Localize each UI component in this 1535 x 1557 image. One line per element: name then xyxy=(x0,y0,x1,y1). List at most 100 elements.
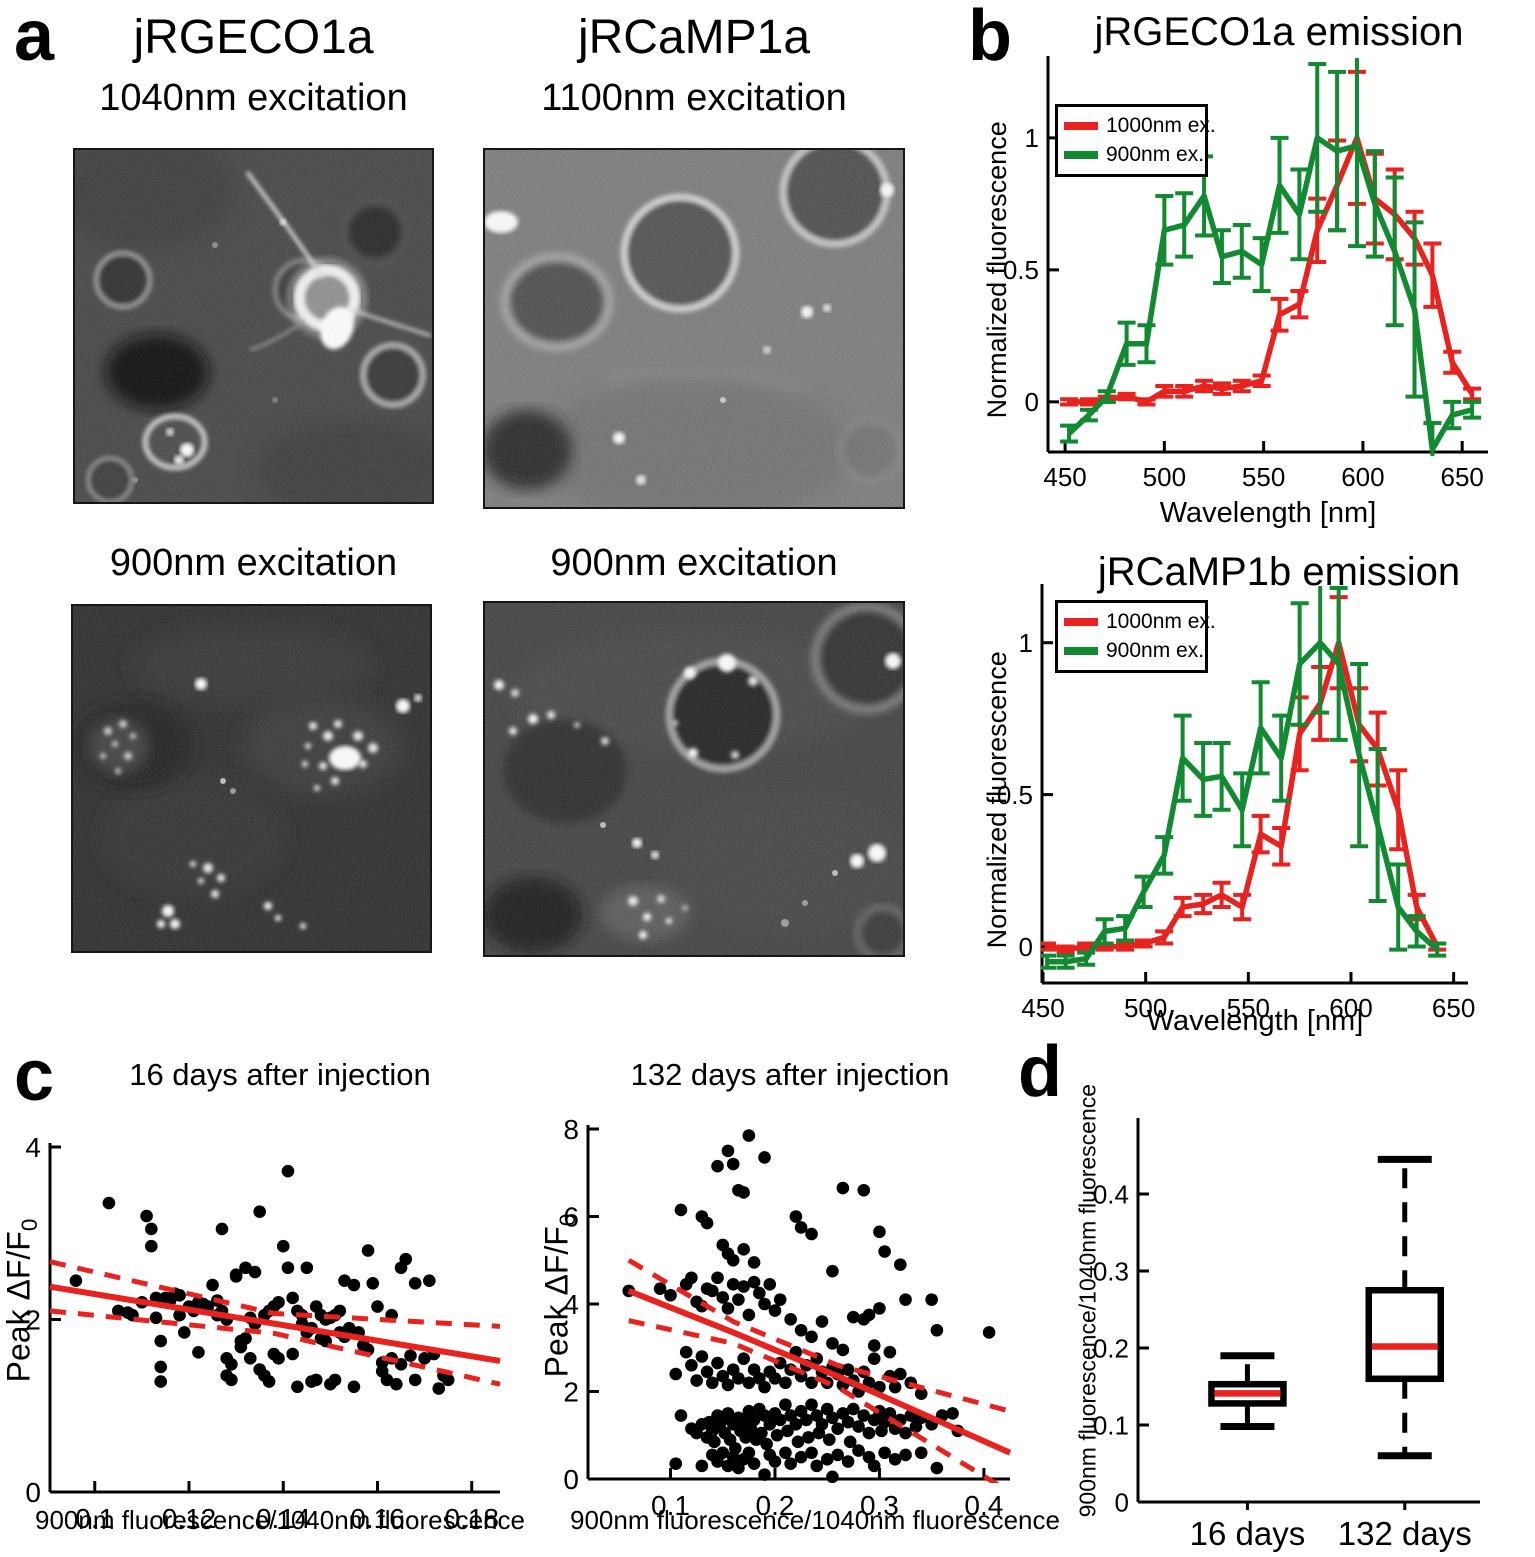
svg-text:0.1: 0.1 xyxy=(1093,1410,1129,1440)
chart-title-jrgeco1a-emission: jRGECO1a emission xyxy=(1094,10,1464,54)
chart-title-jrcamp1b-emission: jRCaMP1b emission xyxy=(1097,550,1461,594)
svg-text:1: 1 xyxy=(1025,123,1039,153)
axis xyxy=(1136,1118,1480,1510)
svg-text:0.2: 0.2 xyxy=(756,1490,795,1521)
svg-text:0: 0 xyxy=(563,1464,579,1495)
tick-labels: 0 0.1 0.2 0.3 0.4 16 days 132 days xyxy=(1093,1179,1472,1552)
subtitle-900nm-excitation-right: 900nm excitation xyxy=(550,542,838,584)
y-axis-label-ratio-boxplot: 900nm fluorescence/1040nm fluorescence xyxy=(1074,1083,1101,1518)
svg-text:2: 2 xyxy=(563,1377,579,1408)
svg-text:0.16: 0.16 xyxy=(350,1503,405,1534)
svg-text:8: 8 xyxy=(563,1114,579,1145)
micrograph-jrgeco1a-900nm xyxy=(71,604,432,953)
svg-text:0.2: 0.2 xyxy=(1093,1333,1129,1363)
y-axis-label-normalized-fluorescence-2: Normalized fluorescence xyxy=(982,651,1013,949)
legend-item-900nm: 900nm ex. xyxy=(1064,143,1204,167)
micrograph-jrcamp1a-1100nm xyxy=(483,148,905,509)
legend-label-900nm: 900nm ex. xyxy=(1106,143,1205,167)
y-label-main-2: Peak ΔF/F xyxy=(538,1226,575,1378)
svg-text:0: 0 xyxy=(25,1477,41,1508)
micrograph-jrcamp1a-900nm xyxy=(483,601,905,957)
svg-text:6: 6 xyxy=(563,1202,579,1233)
column-title-jrgeco1a: jRGECO1a xyxy=(133,11,374,64)
legend-label-1000nm: 1000nm ex. xyxy=(1106,113,1216,137)
svg-text:0: 0 xyxy=(1019,932,1033,962)
emission-chart-jrcamp1b: 450 500 550 600 650 0 0.5 1 xyxy=(997,584,1475,1023)
panel-letter-b: b xyxy=(968,0,1012,76)
subtitle-900nm-excitation-left: 900nm excitation xyxy=(109,542,398,584)
svg-text:0.3: 0.3 xyxy=(1093,1256,1129,1286)
scatter-title-132-days: 132 days after injection xyxy=(630,1057,950,1092)
scatter-chart-132-days: 0.1 0.2 0.3 0.4 0 2 4 6 8 xyxy=(563,1114,1012,1521)
axis xyxy=(1046,56,1488,454)
legend-label-1000nm-2: 1000nm ex. xyxy=(1106,609,1216,633)
legend-item-1000nm: 1000nm ex. xyxy=(1064,114,1216,138)
x-axis-label-ratio-2: 900nm fluorescence/1040nm fluorescence xyxy=(570,1505,1060,1535)
tick-labels: 0.1 0.12 0.14 0.16 0.18 0 2 4 xyxy=(25,1132,499,1534)
svg-text:0.12: 0.12 xyxy=(162,1503,217,1534)
svg-text:650: 650 xyxy=(1440,462,1483,492)
series-900nm-ex- xyxy=(1041,586,1447,970)
emission-chart-jrgeco1a: 450 500 550 600 650 0 0.5 1 xyxy=(1003,56,1488,492)
y-label-sub-1: 0 xyxy=(16,1218,42,1232)
scatter-chart-16-days: 0.1 0.12 0.14 0.16 0.18 0 2 4 xyxy=(25,1132,501,1534)
svg-text:0.4: 0.4 xyxy=(964,1490,1003,1521)
boxplot-chart-ratio: 0 0.1 0.2 0.3 0.4 16 days 132 days xyxy=(1093,1118,1480,1552)
axis xyxy=(48,1143,500,1494)
legend-item-900nm-2: 900nm ex. xyxy=(1064,639,1204,663)
svg-text:600: 600 xyxy=(1329,993,1372,1023)
tick-labels: 450 500 550 600 650 0 0.5 1 xyxy=(997,628,1475,1023)
svg-text:132 days: 132 days xyxy=(1338,1515,1472,1552)
svg-text:0.1: 0.1 xyxy=(75,1503,114,1534)
svg-text:1: 1 xyxy=(1019,628,1033,658)
svg-text:500: 500 xyxy=(1143,462,1186,492)
regression-lines xyxy=(49,1259,501,1387)
axis xyxy=(586,1125,1010,1481)
legend-swatch-green-icon xyxy=(1064,647,1098,656)
panel-letter-c: c xyxy=(14,1036,55,1116)
scatter-title-16-days: 16 days after injection xyxy=(129,1057,431,1092)
y-axis-label-peak-dff0-1: Peak ΔF/F0 xyxy=(0,1081,42,1521)
svg-text:16 days: 16 days xyxy=(1190,1515,1306,1552)
tick-labels: 450 500 550 600 650 0 0.5 1 xyxy=(1003,123,1484,492)
svg-text:0.4: 0.4 xyxy=(1093,1179,1129,1209)
svg-text:600: 600 xyxy=(1341,462,1384,492)
svg-text:500: 500 xyxy=(1124,993,1167,1023)
svg-text:0.14: 0.14 xyxy=(256,1503,311,1534)
svg-text:450: 450 xyxy=(1021,993,1064,1023)
svg-text:550: 550 xyxy=(1227,993,1270,1023)
svg-text:0.1: 0.1 xyxy=(651,1490,690,1521)
svg-text:450: 450 xyxy=(1043,462,1086,492)
panel-letter-d: d xyxy=(1018,1032,1062,1112)
subtitle-1100nm-excitation: 1100nm excitation xyxy=(541,77,847,119)
y-axis-label-peak-dff0-2: Peak ΔF/F 0 xyxy=(538,1076,580,1516)
column-title-jrcamp1a: jRCaMP1a xyxy=(577,11,811,64)
svg-text:650: 650 xyxy=(1432,993,1475,1023)
box-132-days xyxy=(1365,1155,1445,1460)
x-axis-label-wavelength-2: Wavelength [nm] xyxy=(1146,1005,1364,1037)
y-axis-label-normalized-fluorescence-1: Normalized fluorescence xyxy=(982,121,1013,419)
tick-labels: 0.1 0.2 0.3 0.4 0 2 4 6 8 xyxy=(563,1114,1003,1521)
x-axis-label-wavelength-1: Wavelength [nm] xyxy=(1159,497,1377,529)
svg-text:0.5: 0.5 xyxy=(1003,255,1039,285)
panel-letter-a: a xyxy=(14,0,55,76)
legend-swatch-red-icon xyxy=(1064,617,1098,626)
svg-text:2: 2 xyxy=(25,1305,41,1336)
regression-lines xyxy=(627,1258,1012,1483)
subtitle-1040nm-excitation: 1040nm excitation xyxy=(99,77,408,119)
svg-text:0.3: 0.3 xyxy=(860,1490,899,1521)
svg-text:4: 4 xyxy=(563,1289,579,1320)
y-label-main-1: Peak ΔF/F xyxy=(0,1231,37,1383)
legend-item-1000nm-2: 1000nm ex. xyxy=(1064,610,1216,634)
x-axis-label-ratio-1: 900nm fluorescence/1040nm fluorescence xyxy=(35,1505,525,1535)
svg-text:0.5: 0.5 xyxy=(997,780,1033,810)
svg-text:0.18: 0.18 xyxy=(444,1503,499,1534)
svg-text:550: 550 xyxy=(1242,462,1285,492)
legend-label-900nm-2: 900nm ex. xyxy=(1106,639,1205,663)
svg-text:0: 0 xyxy=(1115,1487,1129,1517)
micrograph-jrgeco1a-1040nm xyxy=(73,148,434,504)
legend-jrcamp1b-emission: 1000nm ex. 900nm ex. xyxy=(1055,600,1216,673)
svg-text:0: 0 xyxy=(1025,387,1039,417)
series-900nm-ex- xyxy=(1060,58,1482,456)
